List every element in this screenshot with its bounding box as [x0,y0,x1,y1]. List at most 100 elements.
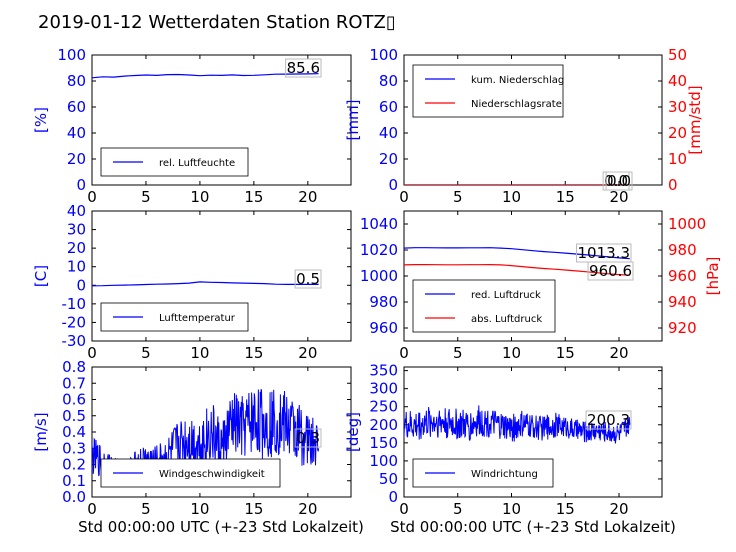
y-tick-label: -30 [62,332,87,350]
current-value-box [285,58,322,78]
y-tick-label: 1040 [360,215,398,233]
x-tick-label: 0 [399,500,409,518]
current-value-label: 0.3 [296,429,320,447]
y-tick-label: 200 [369,416,398,434]
y2-tick-label: 1000 [668,215,706,233]
y-tick-label: 0 [76,276,86,294]
current-value-label: 0.0 [604,172,628,190]
series-line-1 [404,247,630,260]
panel-5: 0 5 10 15 200.00.10.20.30.40.50.60.70.8[m/s]… [32,358,352,518]
y-tick-label: 250 [369,398,398,416]
y-tick-label: 150 [369,434,398,452]
y-axis-label: [%] [32,107,50,133]
x-tick-label: 20 [298,344,317,362]
y-tick-label: 0.1 [62,472,86,490]
y2-tick-label: 30 [668,98,687,116]
y-tick-label: 20 [67,150,86,168]
y-tick-label: 100 [369,452,398,470]
legend-label: rel. Luftfeuchte [159,158,235,169]
y-tick-label: 0.5 [62,407,86,425]
x-tick-label: 20 [298,500,317,518]
x-tick-label: 10 [190,344,209,362]
y2-tick-label: 980 [668,241,697,259]
y-tick-label: 1020 [360,241,398,259]
x-axis-label-left: Std 00:00:00 UTC (+-23 Std Lokalzeit) [78,518,364,536]
y-tick-label: 980 [369,293,398,311]
panel-1: 0 5 10 15 20 0 20 40 60 80 100 [%] 85.6 rel. Luftfeuc… [32,46,352,206]
panel-4: 0 5 10 15 20 960 980 1000 1020 1040 920 940 960 980 10… [360,210,722,362]
x-tick-label: 5 [453,188,463,206]
y-tick-label: 40 [67,124,86,142]
y-tick-label: 0 [388,176,398,194]
x-tick-label: 0 [87,344,97,362]
y-tick-label: 40 [67,202,86,220]
y2-axis-label: [mm/std] [686,85,704,154]
y-tick-label: 350 [369,362,398,380]
legend-label: kum. Niederschlag [471,75,564,86]
x-tick-label: 20 [609,500,628,518]
y-tick-label: 1000 [360,267,398,285]
y-tick-label: 50 [379,470,398,488]
legend-label: Niederschlagsrate [471,99,562,110]
current-value-label: 200.3 [587,411,630,429]
y-axis-label: [deg] [344,412,362,452]
y2-tick-label: 920 [668,319,697,337]
x-tick-label: 0 [87,188,97,206]
x-tick-label: 10 [502,500,521,518]
series-line-1 [92,73,319,79]
y-axis-label: [C] [32,265,50,287]
x-tick-label: 5 [141,500,151,518]
x-tick-label: 10 [502,188,521,206]
y2-axis-label: [hPa] [704,257,722,296]
figure-title: 2019-01-12 Wetterdaten Station ROTZ▯ [38,12,396,33]
series-line-1 [404,405,631,444]
current-value-label: 1013.3 [578,244,631,262]
panel-2: 0 5 10 15 20 0 20 40 60 80 100 0 10 20 30 40 50 [mm] [mm/s… [344,46,704,206]
y-tick-label: 0.6 [62,391,86,409]
y-tick-label: -10 [62,295,87,313]
legend-label: Lufttemperatur [159,313,236,324]
current-value-box [294,269,322,289]
current-value-box [585,410,632,430]
y-tick-label: 60 [67,98,86,116]
current-value-label: 0.0 [607,172,631,190]
y2-tick-label: 940 [668,293,697,311]
x-tick-label: 15 [556,500,575,518]
x-tick-label: 10 [502,344,521,362]
x-tick-label: 15 [556,344,575,362]
legend-label: red. Luftdruck [471,290,541,301]
current-value-box [294,428,322,448]
x-tick-label: 0 [87,500,97,518]
y2-tick-label: 0 [668,176,678,194]
y2-tick-label: 20 [668,124,687,142]
y-tick-label: 60 [379,98,398,116]
y-tick-label: 0.3 [62,439,86,457]
y-tick-label: 20 [379,150,398,168]
y-tick-label: 100 [57,46,86,64]
x-axis-label-right: Std 00:00:00 UTC (+-23 Std Lokalzeit) [390,518,676,536]
legend-box [412,279,556,333]
x-tick-label: 15 [244,344,263,362]
y2-tick-label: 960 [668,267,697,285]
y-tick-label: 0.8 [62,358,86,376]
current-value-label: 85.6 [287,59,320,77]
y-tick-label: 30 [67,221,86,239]
x-tick-label: 10 [190,188,209,206]
x-tick-label: 15 [244,188,263,206]
x-tick-label: 20 [609,188,628,206]
y-tick-label: 0.7 [62,374,86,392]
y-tick-label: 80 [379,72,398,90]
y-tick-label: 80 [67,72,86,90]
y-tick-label: 0.0 [62,488,86,506]
y-axis-label: [m/s] [32,412,50,451]
x-tick-label: 20 [609,344,628,362]
x-tick-label: 15 [556,188,575,206]
x-tick-label: 0 [399,344,409,362]
y-tick-label: 20 [67,239,86,257]
y2-tick-label: 50 [668,46,687,64]
y-tick-label: -20 [62,313,87,331]
y-tick-label: 0 [388,488,398,506]
